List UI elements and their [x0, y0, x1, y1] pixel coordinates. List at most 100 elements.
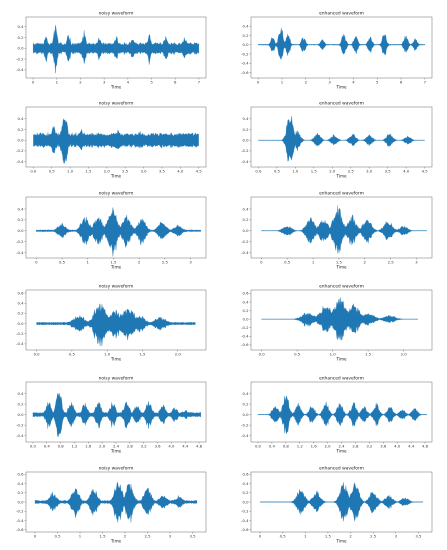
x-tick-label: 0.0	[30, 169, 37, 174]
x-tick-label: 2.0	[329, 169, 336, 174]
x-tick-label: 2.0	[401, 352, 408, 357]
x-tick-label: 0	[32, 80, 35, 85]
x-tick-label: 0.5	[294, 352, 301, 357]
x-tick-label: 2.4	[338, 444, 345, 449]
y-tick-label: 0.6	[17, 290, 24, 295]
x-tick-label: 2.5	[122, 169, 129, 174]
x-axis-label: Time	[110, 539, 122, 544]
y-tick-label: 0.2	[242, 308, 249, 313]
y-tick-label: 0.0	[17, 499, 24, 504]
x-tick-label: 0.0	[30, 444, 37, 449]
x-tick-label: 3.5	[415, 534, 422, 539]
y-tick-label: -0.4	[241, 250, 249, 255]
x-tick-label: 4.8	[422, 444, 429, 449]
y-tick-label: -0.4	[241, 518, 249, 523]
x-tick-label: 1.5	[336, 260, 343, 265]
x-tick-label: 2.5	[144, 534, 151, 539]
waveform-trace	[261, 205, 427, 254]
x-tick-label: 1.5	[365, 352, 372, 357]
subplot-title: enhanced waveform	[319, 466, 364, 472]
x-tick-label: 1.2	[71, 444, 78, 449]
x-tick-label: 4	[352, 80, 355, 85]
x-tick-label: 6	[174, 80, 177, 85]
x-tick-label: 4.0	[403, 169, 410, 174]
x-tick-label: 1.2	[297, 444, 304, 449]
y-tick-label: -0.6	[241, 70, 249, 75]
x-tick-label: 3.5	[385, 169, 392, 174]
axes-frame	[250, 289, 433, 351]
y-tick-label: -0.4	[241, 433, 249, 438]
subplot-7: noisy waveform 0.0 0.5 1.0 1.5 2.0 0.6 0.4 0.2 0.…	[16, 284, 207, 362]
x-tick-label: 3	[328, 80, 331, 85]
subplot-title: enhanced waveform	[319, 284, 364, 290]
subplot-2: enhanced waveform 0 1 2 3 4 5 6 7 0.4 0.2 0.0 -0.2 -0…	[241, 11, 433, 90]
y-tick-label: 0.2	[17, 217, 24, 222]
y-tick-label: -0.2	[241, 148, 249, 153]
y-tick-label: -0.2	[16, 239, 24, 244]
y-tick-label: -0.4	[16, 433, 24, 438]
axes-frame	[25, 106, 207, 168]
x-tick-label: 0.5	[280, 534, 287, 539]
x-tick-label: 1.5	[85, 169, 92, 174]
x-tick-label: 0.5	[54, 534, 61, 539]
subplot-title: noisy waveform	[99, 284, 134, 290]
waveform-trace	[32, 24, 200, 74]
y-tick-label: 0.2	[242, 127, 249, 132]
y-tick-label: -0.2	[16, 148, 24, 153]
x-axis-label: Time	[335, 449, 347, 454]
x-tick-label: 0.5	[49, 169, 56, 174]
axes-frame	[25, 196, 207, 259]
x-tick-label: 7	[198, 80, 201, 85]
y-tick-label: -0.2	[16, 422, 24, 427]
y-tick-label: 0.2	[17, 401, 24, 406]
axes-frame	[250, 106, 433, 168]
y-tick-label: 0.0	[17, 321, 24, 326]
x-tick-label: 1	[56, 80, 59, 85]
x-tick-label: 0.4	[44, 444, 51, 449]
x-tick-label: 0	[259, 534, 262, 539]
x-tick-label: 2.5	[162, 260, 169, 265]
y-tick-label: 0.2	[17, 311, 24, 316]
y-tick-label: -0.2	[16, 509, 24, 514]
x-tick-label: 2	[124, 534, 127, 539]
x-tick-label: 0	[34, 534, 37, 539]
waveform-trace	[33, 118, 199, 164]
x-tick-label: 2.0	[325, 444, 332, 449]
y-tick-label: 0.4	[242, 206, 249, 211]
y-tick-label: 0.6	[17, 472, 24, 477]
x-tick-label: 0.0	[34, 352, 41, 357]
y-tick-label: 0.4	[17, 24, 24, 29]
x-tick-label: 2.5	[348, 169, 355, 174]
y-tick-label: 0.0	[17, 46, 24, 51]
x-tick-label: 3	[103, 80, 106, 85]
subplot-1: noisy waveform 0 1 2 3 4 5 6 7 0.4 0.2 0.0 -0.2 -0.4 T…	[16, 11, 207, 90]
x-tick-label: 1	[304, 534, 307, 539]
axes-frame	[250, 196, 433, 259]
y-tick-label: -0.6	[241, 527, 249, 532]
subplot-12: enhanced waveform 0 0.5 1 1.5 2 2.5 3 3.5 0.6 0.4 0…	[241, 466, 433, 544]
x-tick-label: 0.0	[255, 444, 262, 449]
x-tick-label: 0.0	[259, 352, 266, 357]
subplot-10: enhanced waveform 0.0 0.4 0.8 1.2 1.6 2.0 2.4 2.…	[241, 376, 433, 454]
y-tick-label: -0.2	[241, 325, 249, 330]
y-tick-label: 0.2	[17, 127, 24, 132]
y-tick-label: -0.4	[16, 159, 24, 164]
y-tick-label: 0.0	[242, 412, 249, 417]
axes-frame	[25, 16, 207, 79]
waveform-trace	[258, 27, 425, 60]
x-tick-label: 3.6	[155, 444, 162, 449]
subplot-title: enhanced waveform	[319, 11, 364, 17]
x-tick-label: 3.5	[159, 169, 166, 174]
x-tick-label: 5	[150, 80, 153, 85]
y-tick-label: 0.2	[242, 33, 249, 38]
y-tick-label: 0.4	[17, 206, 24, 211]
y-tick-label: -0.2	[241, 509, 249, 514]
x-tick-label: 1.5	[325, 534, 332, 539]
x-tick-label: 3.6	[380, 444, 387, 449]
y-tick-label: 0.6	[242, 472, 249, 477]
x-tick-label: 0.4	[269, 444, 276, 449]
subplot-title: noisy waveform	[99, 191, 134, 197]
x-tick-label: 2.0	[104, 169, 111, 174]
subplot-title: enhanced waveform	[319, 376, 364, 382]
y-tick-label: 0.4	[17, 391, 24, 396]
